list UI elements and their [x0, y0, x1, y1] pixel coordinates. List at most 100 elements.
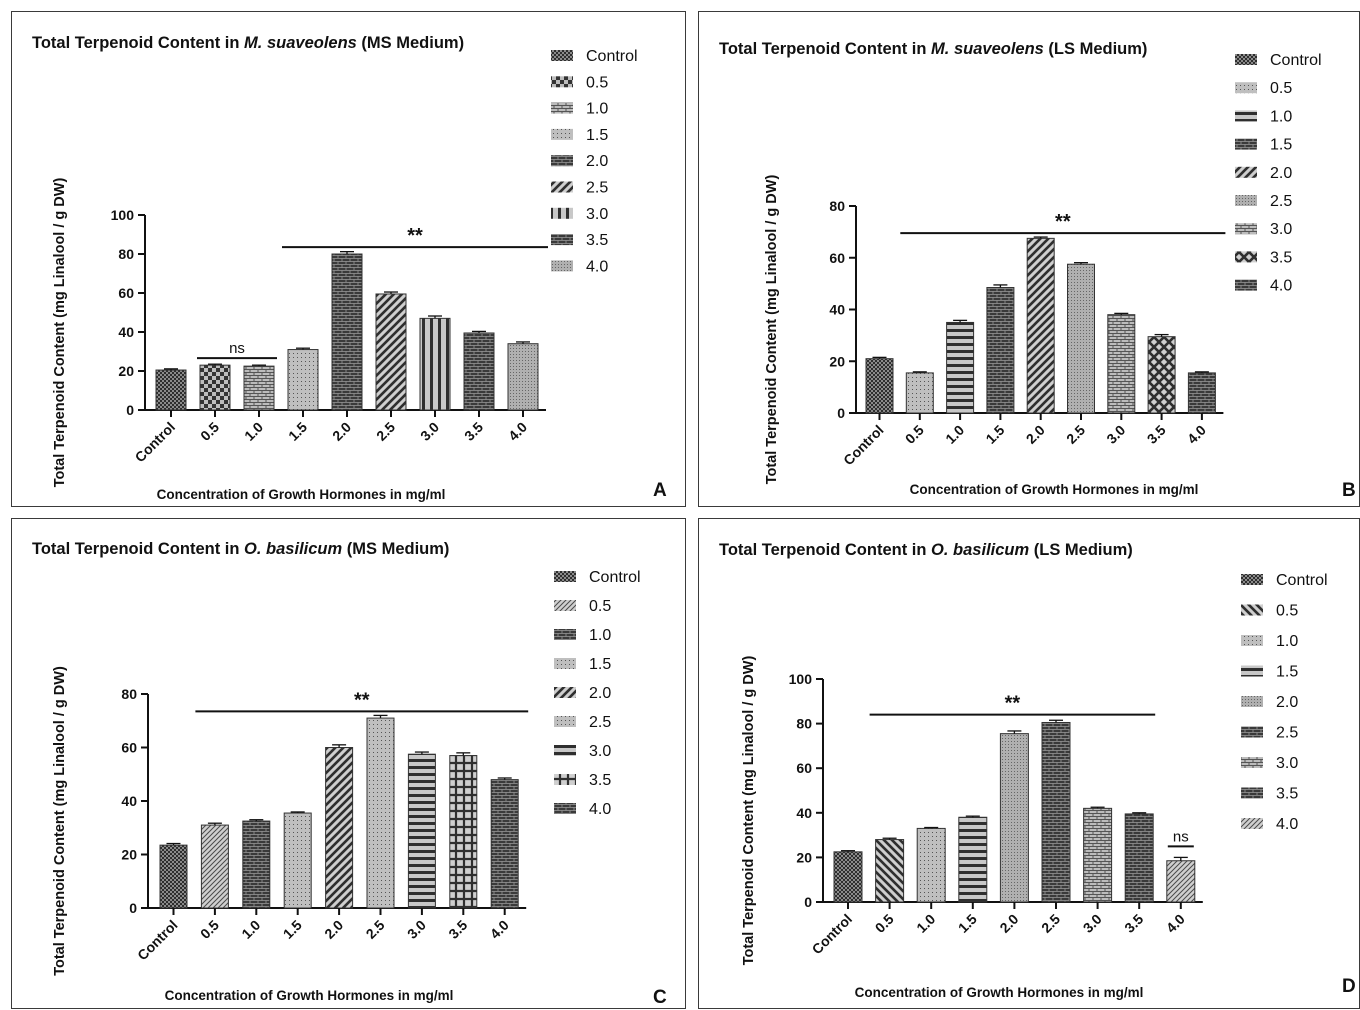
legend-swatch [1241, 787, 1263, 799]
bar-1-5 [287, 349, 319, 411]
y-axis-label: Total Terpenoid Content (mg Linalool / g… [741, 656, 757, 966]
legend-swatch [1241, 726, 1263, 738]
x-tick-label: 2.5 [373, 419, 398, 444]
legend-swatch [1241, 635, 1263, 646]
legend-swatch [1241, 574, 1263, 585]
legend-swatch [551, 155, 573, 167]
y-tick-label: 20 [121, 847, 137, 863]
bar-2-5 [375, 293, 407, 411]
chart-title: Total Terpenoid Content in M. suaveolens… [719, 40, 1147, 58]
bar-3-0 [419, 317, 451, 411]
chart-title: Total Terpenoid Content in O. basilicum … [719, 541, 1133, 559]
x-tick-label: 2.0 [321, 917, 346, 942]
bar-3-5 [1147, 336, 1176, 414]
y-tick-label: 20 [796, 849, 812, 865]
legend-label: 4.0 [1270, 278, 1292, 295]
y-tick-label: 80 [118, 246, 134, 262]
bar-2-0 [1026, 237, 1055, 414]
legend-swatch [554, 716, 576, 727]
chart-b: Total Terpenoid Content in M. suaveolens… [719, 40, 1356, 501]
legend-swatch [551, 207, 573, 219]
x-tick-label: 3.0 [1103, 422, 1128, 447]
x-tick-label: 2.0 [1023, 422, 1048, 447]
x-axis-label: Concentration of Growth Hormones in mg/m… [910, 482, 1199, 497]
legend-swatch [554, 803, 576, 814]
x-tick-label: 4.0 [1184, 422, 1209, 447]
legend-swatch [551, 234, 573, 246]
x-tick-label: Control [132, 419, 179, 466]
legend-label: 2.0 [589, 685, 611, 702]
bar-3-5 [463, 332, 495, 411]
legend-label: Control [1270, 52, 1322, 69]
significance-label: ** [1005, 693, 1021, 715]
legend-label: 2.0 [1276, 694, 1298, 711]
legend-label: 1.5 [1276, 664, 1298, 681]
legend-label: 1.0 [589, 627, 611, 644]
y-tick-label: 40 [796, 805, 812, 821]
y-axis-label: Total Terpenoid Content (mg Linalool / g… [52, 178, 68, 488]
x-axis-label: Concentration of Growth Hormones in mg/m… [157, 487, 446, 502]
bar-4-0 [1166, 860, 1196, 903]
legend-label: Control [1276, 572, 1328, 589]
legend-label: 3.5 [1276, 786, 1298, 803]
bar-4-0 [490, 779, 519, 909]
y-tick-label: 40 [118, 324, 134, 340]
legend-label: 0.5 [586, 74, 608, 91]
legend-swatch [554, 571, 576, 582]
y-axis-label: Total Terpenoid Content (mg Linalool / g… [52, 666, 68, 976]
significance-label: ns [229, 340, 245, 357]
legend-label: 1.0 [1276, 633, 1298, 650]
legend-swatch [1235, 251, 1257, 263]
bar-3-5 [449, 755, 478, 909]
legend-label: 0.5 [1270, 80, 1292, 97]
x-tick-label: 3.5 [1121, 911, 1146, 936]
legend-swatch [554, 687, 576, 698]
legend-swatch [1235, 195, 1257, 206]
bar-1-0 [916, 827, 946, 903]
legend-label: 1.0 [1270, 108, 1292, 125]
significance-label: ** [407, 225, 423, 247]
bar-3-0 [1107, 314, 1136, 414]
x-tick-label: 3.5 [1144, 422, 1169, 447]
panel-letter: C [653, 987, 667, 1008]
x-tick-label: 2.5 [1063, 422, 1088, 447]
legend-swatch [551, 102, 573, 114]
legend-label: 2.5 [1276, 725, 1298, 742]
legend-label: 2.0 [586, 153, 608, 170]
legend-swatch [1241, 665, 1263, 677]
y-tick-label: 20 [829, 353, 845, 369]
bar-control [833, 851, 863, 903]
legend-swatch [1235, 54, 1257, 65]
panel-b: Total Terpenoid Content in M. suaveolens… [698, 11, 1360, 507]
legend-label: 3.0 [1270, 221, 1292, 238]
legend-label: 2.0 [1270, 165, 1292, 182]
legend-swatch [554, 745, 576, 756]
x-tick-label: 3.5 [461, 419, 486, 444]
legend-label: 1.5 [586, 127, 608, 144]
x-tick-label: 2.0 [996, 911, 1021, 936]
legend-label: 1.5 [1270, 137, 1292, 154]
y-tick-label: 0 [804, 894, 812, 910]
bar-2-0 [325, 747, 354, 909]
panel-letter: A [653, 480, 667, 501]
bar-4-0 [1187, 372, 1216, 414]
chart-c: Total Terpenoid Content in O. basilicum … [32, 540, 667, 1008]
panel-d: Total Terpenoid Content in O. basilicum … [698, 518, 1360, 1009]
legend-label: 2.5 [589, 714, 611, 731]
significance-label: ns [1173, 828, 1189, 845]
legend-label: 0.5 [589, 598, 611, 615]
y-tick-label: 60 [121, 740, 137, 756]
panel-letter: D [1342, 976, 1356, 997]
bar-0-5 [200, 824, 229, 909]
bar-control [155, 369, 187, 411]
x-tick-label: 1.5 [982, 422, 1007, 447]
x-tick-label: 1.5 [280, 917, 305, 942]
x-tick-label: 2.5 [1038, 911, 1063, 936]
legend-label: 3.0 [589, 743, 611, 760]
bar-2-0 [331, 253, 363, 411]
bar-control [159, 844, 188, 909]
significance-label: ** [1055, 211, 1071, 233]
chart-d: Total Terpenoid Content in O. basilicum … [719, 541, 1356, 1000]
bar-2-5 [1041, 721, 1071, 903]
y-tick-label: 80 [121, 686, 137, 702]
